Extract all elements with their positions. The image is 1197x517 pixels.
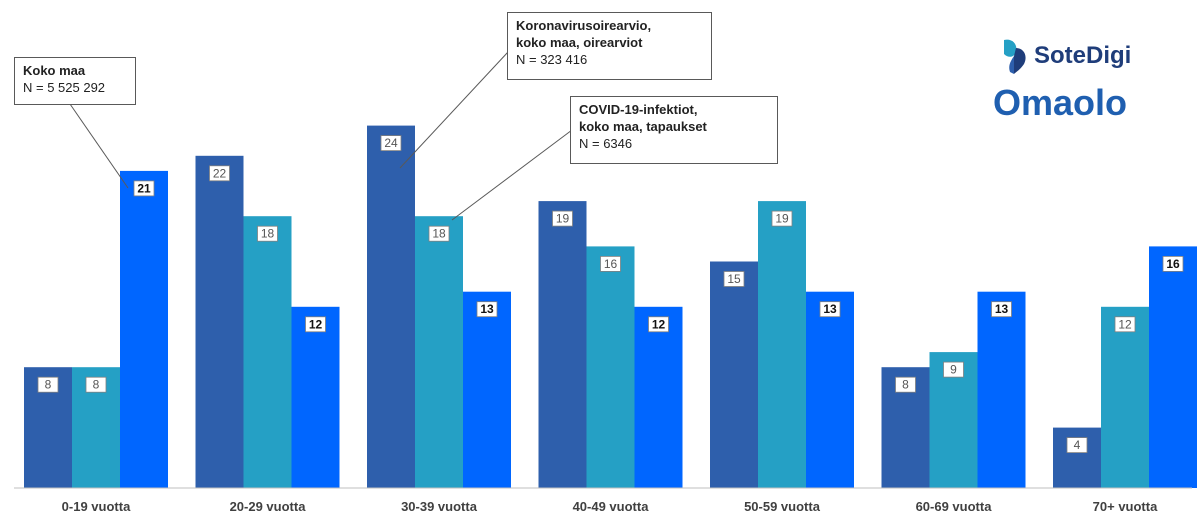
callout-covid-title: COVID-19-infektiot, koko maa, tapaukset xyxy=(579,102,707,134)
data-label: 8 xyxy=(902,378,909,392)
data-label-box xyxy=(380,135,402,152)
bar xyxy=(415,216,463,488)
data-label: 18 xyxy=(261,227,275,241)
x-tick-label: 40-49 vuotta xyxy=(573,499,650,514)
data-label-box xyxy=(133,180,155,197)
callout-koko-maa: Koko maa N = 5 525 292 xyxy=(14,57,136,105)
sotedigi-mark-icon xyxy=(1004,39,1026,74)
data-label-box xyxy=(552,210,573,227)
data-label: 18 xyxy=(432,227,446,241)
bar xyxy=(291,306,340,488)
x-tick-label: 70+ vuotta xyxy=(1093,499,1158,514)
bar xyxy=(120,170,168,488)
data-label: 8 xyxy=(45,378,52,392)
data-label: 15 xyxy=(727,272,741,286)
data-label: 13 xyxy=(823,302,837,316)
data-label-box xyxy=(895,376,916,393)
data-label-box xyxy=(771,210,793,227)
x-tick-label: 0-19 vuotta xyxy=(62,499,131,514)
data-label-box xyxy=(1114,316,1136,333)
sotedigi-logo: SoteDigi xyxy=(1000,36,1170,76)
data-label-box xyxy=(1162,255,1184,272)
bar xyxy=(367,125,415,488)
bar xyxy=(1053,427,1101,488)
data-label-box xyxy=(648,316,669,333)
data-label-box xyxy=(819,301,841,318)
data-label: 16 xyxy=(1166,257,1180,271)
callout-covid-n: N = 6346 xyxy=(579,136,633,151)
data-label-box xyxy=(600,255,621,272)
bar xyxy=(977,291,1026,488)
data-label-box xyxy=(85,376,107,393)
data-label: 9 xyxy=(950,363,957,377)
data-label: 16 xyxy=(604,257,618,271)
x-tick-label: 30-39 vuotta xyxy=(401,499,478,514)
bar xyxy=(634,306,683,488)
bar xyxy=(758,201,806,488)
x-tick-labels: 0-19 vuotta 20-29 vuotta 30-39 vuotta 40-49… xyxy=(62,499,1158,514)
leader-korona xyxy=(399,51,509,169)
bar xyxy=(1101,306,1149,488)
data-label: 12 xyxy=(1118,317,1132,331)
bar xyxy=(195,155,244,489)
data-label: 21 xyxy=(137,181,151,195)
data-label-box xyxy=(37,376,59,393)
data-label: 19 xyxy=(775,212,789,226)
data-label: 13 xyxy=(995,302,1009,316)
data-label: 4 xyxy=(1074,438,1081,452)
bar xyxy=(1149,246,1197,488)
callout-korona-n: N = 323 416 xyxy=(516,52,588,67)
bar xyxy=(710,261,758,488)
bar xyxy=(463,291,511,488)
leader-koko-maa xyxy=(69,103,129,189)
bar xyxy=(806,291,854,488)
data-label-box xyxy=(943,361,964,378)
data-label: 12 xyxy=(309,317,323,331)
data-label: 24 xyxy=(384,136,398,150)
data-label-box xyxy=(209,165,230,182)
data-label-box xyxy=(257,225,278,242)
bar xyxy=(243,216,292,488)
data-label-box xyxy=(305,316,326,333)
data-label-box xyxy=(723,271,745,287)
data-label-box xyxy=(428,225,450,242)
bars-group: 8 8 21 22 18 12 24 18 13 19 16 12 15 19 13 8 9 13 4 12 16 xyxy=(24,125,1197,489)
omaolo-logo: Omaolo xyxy=(993,82,1128,123)
callout-korona-title: Koronavirusoirearvio, koko maa, oirearvi… xyxy=(516,18,652,50)
data-label: 22 xyxy=(213,166,227,180)
x-tick-label: 50-59 vuotta xyxy=(744,499,821,514)
x-tick-label: 20-29 vuotta xyxy=(230,499,307,514)
callout-koko-maa-n: N = 5 525 292 xyxy=(23,80,106,95)
data-label: 13 xyxy=(480,302,494,316)
bar xyxy=(586,246,635,488)
data-label-box xyxy=(1066,437,1088,454)
bar xyxy=(538,201,587,488)
sotedigi-wordmark: SoteDigi xyxy=(1034,42,1132,69)
data-label: 19 xyxy=(556,212,570,226)
data-label-box xyxy=(476,301,498,318)
callout-koko-maa-title: Koko maa xyxy=(23,63,86,78)
data-label: 8 xyxy=(93,378,100,392)
callout-leaders xyxy=(69,51,573,221)
callout-korona: Koronavirusoirearvio, koko maa, oirearvi… xyxy=(507,12,712,80)
leader-covid xyxy=(451,129,573,221)
data-label: 12 xyxy=(652,317,666,331)
callout-covid: COVID-19-infektiot, koko maa, tapaukset … xyxy=(570,96,778,164)
data-label-box xyxy=(991,301,1012,318)
x-tick-label: 60-69 vuotta xyxy=(916,499,993,514)
